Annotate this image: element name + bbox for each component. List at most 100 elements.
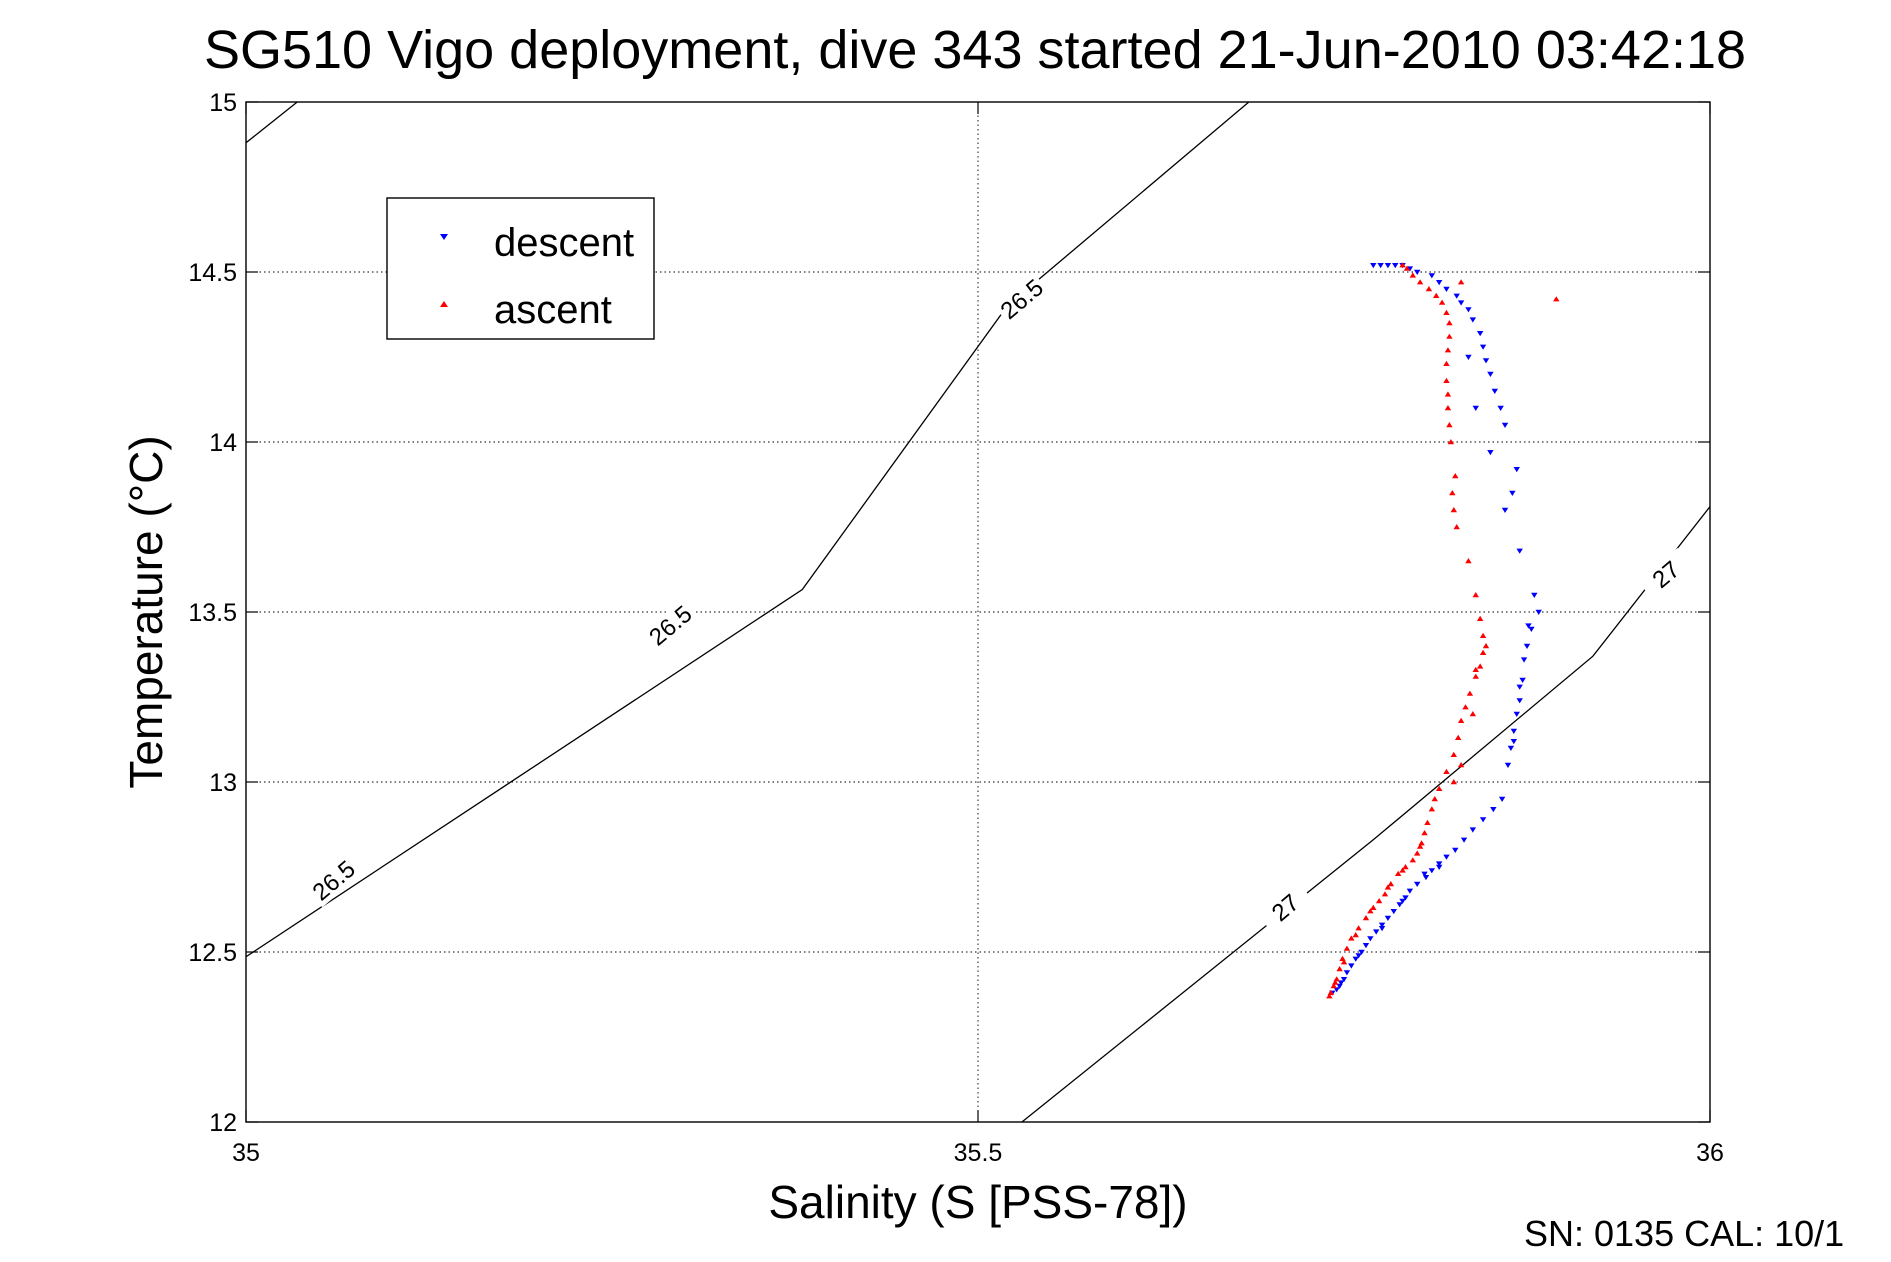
descent-point — [1453, 293, 1460, 299]
descent-point — [1373, 929, 1380, 935]
ascent-point — [1409, 857, 1417, 863]
ascent-point — [1453, 524, 1460, 530]
descent-point — [1472, 405, 1479, 411]
ascent-point — [1444, 405, 1452, 411]
descent-point — [1390, 909, 1397, 915]
descent-point — [1509, 490, 1516, 496]
descent-point — [1501, 422, 1509, 428]
ascent-point — [1433, 292, 1440, 298]
ascent-point — [1457, 762, 1465, 768]
descent-point — [1498, 796, 1506, 802]
descent-point — [1337, 980, 1345, 986]
y-tick-label: 14.5 — [188, 259, 237, 287]
ascent-point — [1336, 966, 1343, 972]
legend-ascent-label: ascent — [494, 288, 612, 332]
ascent-point — [1387, 881, 1395, 887]
ascent-point — [1418, 840, 1425, 846]
descent-point — [1414, 269, 1421, 275]
descent-point — [1490, 807, 1497, 813]
descent-point — [1507, 745, 1515, 751]
ascent-point — [1348, 935, 1355, 941]
ascent-point — [1367, 908, 1374, 914]
descent-point — [1333, 987, 1340, 993]
ascent-point — [1446, 333, 1453, 339]
descent-point — [1428, 273, 1436, 279]
descent-point — [1513, 711, 1520, 717]
ascent-point — [1416, 279, 1424, 285]
descent-point — [1396, 902, 1403, 908]
ascent-point — [1370, 904, 1377, 910]
ascent-point — [1352, 932, 1359, 938]
descent-point — [1516, 684, 1523, 690]
descent-point — [1340, 977, 1348, 983]
ascent-point — [1362, 915, 1370, 921]
x-tick-label: 35 — [232, 1139, 260, 1167]
legend-descent-label: descent — [494, 221, 634, 265]
scatter-points — [1326, 262, 1560, 999]
descent-point — [1469, 317, 1477, 323]
ascent-point — [1399, 867, 1406, 873]
descent-point — [1435, 280, 1443, 286]
descent-point — [1421, 871, 1428, 877]
ascent-point — [1452, 473, 1459, 479]
ascent-point — [1403, 265, 1411, 271]
x-axis-label: Salinity (S [PSS-78]) — [768, 1176, 1187, 1228]
descent-point — [1479, 344, 1487, 350]
descent-point — [1355, 953, 1362, 959]
ascent-point — [1402, 864, 1409, 870]
isopycnal-line — [245, 101, 298, 144]
ascent-point — [1394, 870, 1402, 876]
contour-label-bg — [1257, 881, 1314, 935]
descent-point — [1491, 388, 1498, 394]
descent-point — [1520, 657, 1528, 663]
descent-point — [1535, 609, 1542, 615]
descent-point — [1516, 698, 1523, 704]
descent-point — [1384, 915, 1392, 921]
contour-label-bg — [305, 853, 363, 908]
isopycnal-line — [245, 101, 1250, 958]
descent-point — [1358, 949, 1365, 955]
chart-title: SG510 Vigo deployment, dive 343 started … — [204, 20, 1746, 80]
descent-point — [1519, 677, 1526, 683]
descent-point — [1460, 837, 1468, 843]
ascent-point — [1421, 830, 1428, 836]
descent-point — [1435, 864, 1443, 870]
y-axis-label: Temperature (°C) — [120, 435, 172, 788]
descent-point — [1348, 963, 1355, 969]
ascent-point — [1443, 377, 1450, 383]
ascent-point — [1472, 673, 1479, 679]
descent-point — [1479, 817, 1487, 823]
isopycnal-line — [1021, 506, 1711, 1123]
ascent-point — [1409, 272, 1417, 278]
ascent-point — [1446, 422, 1453, 428]
descent-point — [1528, 626, 1535, 632]
contour-label-bg — [642, 598, 699, 653]
descent-point — [1465, 354, 1472, 360]
ascent-point — [1443, 360, 1450, 366]
legend: descent ascent — [386, 197, 655, 340]
ascent-point — [1443, 768, 1450, 774]
ascent-point — [1443, 309, 1450, 315]
descent-point — [1422, 875, 1430, 881]
descent-point — [1452, 847, 1459, 853]
x-tick-label: 36 — [1696, 1139, 1724, 1167]
descent-point — [1343, 970, 1351, 976]
ascent-point — [1330, 983, 1337, 989]
ascent-point — [1444, 391, 1452, 397]
descent-point — [1378, 926, 1386, 932]
ascent-point — [1326, 993, 1333, 999]
ascent-point — [1457, 279, 1465, 285]
ascent-point — [1476, 615, 1484, 621]
ascent-point — [1450, 751, 1457, 757]
ascent-point — [1446, 320, 1453, 326]
ascent-point — [1438, 299, 1446, 305]
descent-point — [1457, 300, 1465, 306]
ascent-point — [1339, 955, 1346, 961]
descent-point — [1362, 943, 1370, 949]
ascent-point — [1469, 711, 1477, 717]
descent-point — [1504, 762, 1512, 768]
descent-point — [1435, 861, 1443, 867]
ascent-point — [1479, 649, 1487, 655]
ascent-point — [1384, 884, 1392, 890]
ascent-point — [1553, 296, 1560, 302]
